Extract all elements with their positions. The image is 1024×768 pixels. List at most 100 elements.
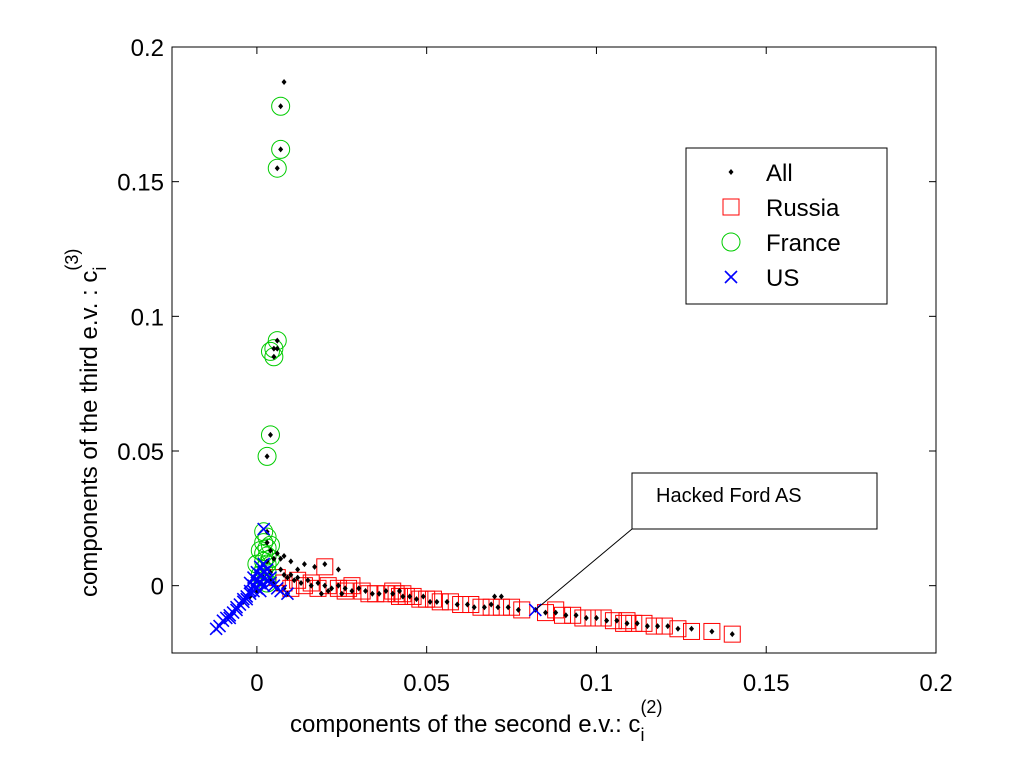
data-point-all (481, 604, 487, 611)
data-point-all (284, 574, 290, 581)
data-point-all (281, 79, 287, 86)
legend-label-all: All (766, 160, 793, 187)
data-point-russia (441, 593, 459, 611)
annotation-box (631, 472, 878, 530)
plot-area: 0 0.05 0.1 0.15 0.2 0 0.05 0.1 0.15 0.2 Hacked Fo… (117, 35, 952, 697)
data-point-all (420, 593, 426, 600)
data-point-us (274, 584, 288, 598)
data-point-all (312, 563, 318, 570)
data-point-us (253, 584, 267, 598)
data-point-russia (683, 622, 701, 640)
data-point-all (274, 165, 280, 172)
series-us (209, 522, 542, 636)
x-axis-label-sup: (2) (640, 697, 662, 717)
data-point-all (624, 620, 630, 627)
data-point-all (305, 577, 311, 584)
data-point-all (495, 604, 501, 611)
data-point-us (528, 603, 542, 617)
data-point-all (271, 555, 277, 562)
data-point-all (464, 601, 470, 608)
data-point-all (515, 606, 521, 613)
data-point-russia (553, 606, 571, 624)
data-point-all (295, 566, 301, 573)
data-point-all (278, 566, 284, 573)
data-point-russia (615, 614, 633, 632)
legend: All Russia France US (685, 147, 888, 305)
data-point-all (329, 585, 335, 592)
axis-ticks: 0 0.05 0.1 0.15 0.2 0 0.05 0.1 0.15 0.2 (117, 35, 952, 697)
data-point-all (267, 547, 273, 554)
data-point-france (257, 546, 277, 566)
legend-marker-all (728, 169, 734, 175)
data-point-all (349, 588, 355, 595)
data-point-all (675, 625, 681, 632)
data-point-france (271, 139, 291, 159)
data-point-all (400, 593, 406, 600)
legend-marker-france (721, 232, 741, 252)
data-point-all (318, 590, 324, 597)
y-tick-label: 0.05 (117, 439, 164, 466)
data-point-all (315, 579, 321, 586)
data-point-us (223, 611, 237, 625)
legend-item-all: All (728, 160, 793, 187)
x-tick-label: 0 (250, 670, 263, 697)
data-point-us (260, 562, 274, 577)
legend-item-us: US (724, 265, 799, 292)
data-point-all (278, 103, 284, 110)
y-tick-label: 0.15 (117, 170, 164, 197)
legend-item-france: France (721, 230, 841, 257)
axes-box (171, 46, 937, 654)
data-point-all (573, 612, 579, 619)
legend-marker-russia (722, 198, 740, 216)
data-point-all (390, 590, 396, 597)
legend-label-france: France (766, 230, 841, 257)
data-point-us (263, 571, 278, 585)
data-point-all (274, 550, 280, 557)
data-point-all (295, 574, 301, 581)
data-point-all (407, 593, 413, 600)
data-point-all (298, 579, 304, 586)
x-tick-label: 0.15 (743, 670, 790, 697)
data-point-all (397, 588, 403, 595)
legend-items: All Russia France US (721, 160, 841, 292)
data-point-france (260, 535, 280, 555)
legend-box (685, 147, 888, 305)
data-point-all (325, 588, 331, 595)
data-point-russia (513, 601, 531, 619)
data-point-all (308, 582, 314, 589)
legend-marker-us (724, 270, 738, 284)
series-all (240, 79, 735, 638)
data-point-all (335, 566, 341, 573)
data-point-russia (503, 598, 521, 616)
data-point-all (604, 617, 610, 624)
data-point-all (505, 604, 511, 611)
x-tick-label: 0.05 (403, 670, 450, 697)
data-point-all (644, 623, 650, 630)
data-point-all (498, 593, 504, 600)
y-axis-label: components of the third e.v. : ci (3) (62, 249, 110, 597)
data-point-all (322, 561, 328, 568)
x-tick-label: 0.2 (919, 670, 952, 697)
data-point-all (434, 598, 440, 605)
data-point-all (267, 431, 273, 438)
data-point-all (729, 631, 735, 638)
data-point-all (369, 590, 375, 597)
data-point-all (454, 601, 460, 608)
annotation-line (535, 528, 633, 611)
data-point-all (342, 585, 348, 592)
data-point-all (335, 582, 341, 589)
data-point-all (665, 623, 671, 630)
data-point-russia (462, 596, 480, 614)
data-point-all (583, 614, 589, 621)
data-point-all (278, 146, 284, 153)
y-tick-label: 0.1 (131, 304, 164, 331)
data-point-france (267, 158, 287, 178)
y-axis-label-sup: (3) (62, 249, 82, 271)
data-point-us (229, 603, 244, 617)
y-tick-label: 0 (151, 574, 164, 601)
data-point-all (288, 558, 294, 565)
data-point-all (281, 553, 287, 560)
data-point-us (209, 622, 223, 636)
data-point-all (271, 353, 277, 360)
